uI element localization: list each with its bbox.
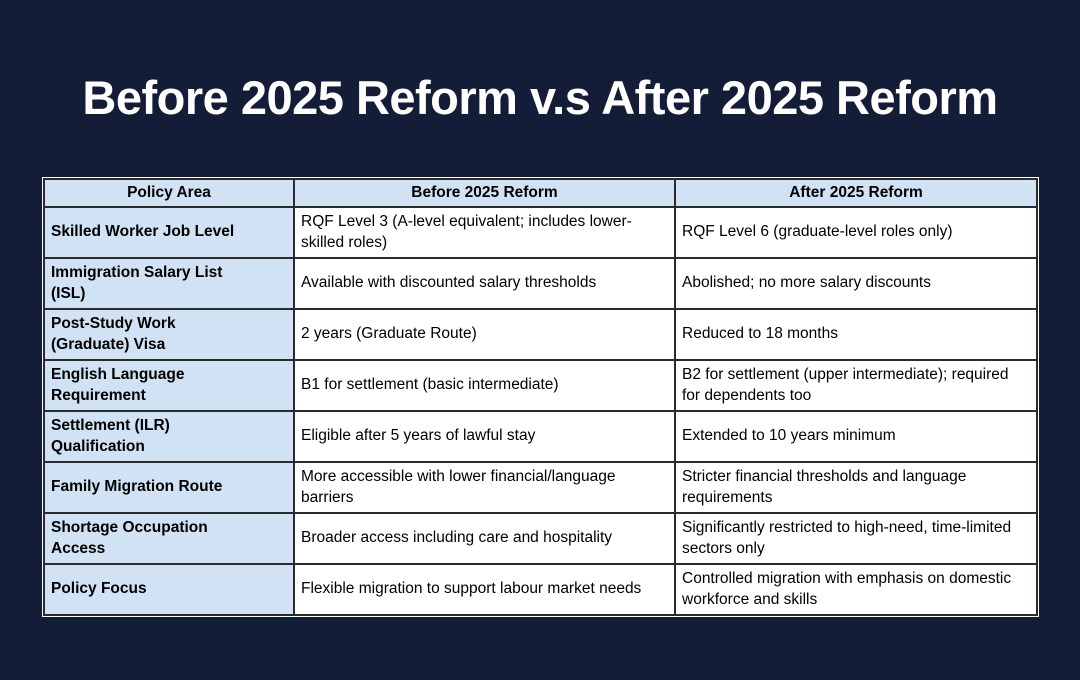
after-reform-cell: Significantly restricted to high-need, t…	[674, 511, 1038, 565]
policy-area-cell: English Language Requirement	[43, 358, 295, 412]
before-reform-cell: Available with discounted salary thresho…	[293, 256, 676, 310]
table-row: English Language Requirement B1 for sett…	[43, 358, 1038, 412]
table-row: Settlement (ILR) Qualification Eligible …	[43, 409, 1038, 463]
table-row: Policy Focus Flexible migration to suppo…	[43, 562, 1038, 616]
after-reform-cell: RQF Level 6 (graduate-level roles only)	[674, 205, 1038, 259]
after-reform-cell: Abolished; no more salary discounts	[674, 256, 1038, 310]
policy-area-cell: Immigration Salary List (ISL)	[43, 256, 295, 310]
policy-area-cell: Family Migration Route	[43, 460, 295, 514]
before-reform-cell: Broader access including care and hospit…	[293, 511, 676, 565]
before-reform-cell: More accessible with lower financial/lan…	[293, 460, 676, 514]
table-row: Skilled Worker Job Level RQF Level 3 (A-…	[43, 205, 1038, 259]
policy-area-cell: Skilled Worker Job Level	[43, 205, 295, 259]
after-reform-cell: Controlled migration with emphasis on do…	[674, 562, 1038, 616]
column-header-after-reform: After 2025 Reform	[674, 178, 1038, 208]
table-row: Immigration Salary List (ISL) Available …	[43, 256, 1038, 310]
table-row: Post-Study Work (Graduate) Visa 2 years …	[43, 307, 1038, 361]
after-reform-cell: B2 for settlement (upper intermediate); …	[674, 358, 1038, 412]
before-reform-cell: B1 for settlement (basic intermediate)	[293, 358, 676, 412]
policy-area-cell: Post-Study Work (Graduate) Visa	[43, 307, 295, 361]
column-header-policy-area: Policy Area	[43, 178, 295, 208]
comparison-table: Policy Area Before 2025 Reform After 202…	[43, 178, 1038, 616]
page-title: Before 2025 Reform v.s After 2025 Reform	[82, 71, 998, 124]
after-reform-cell: Extended to 10 years minimum	[674, 409, 1038, 463]
after-reform-cell: Reduced to 18 months	[674, 307, 1038, 361]
before-reform-cell: RQF Level 3 (A-level equivalent; include…	[293, 205, 676, 259]
policy-area-cell: Shortage Occupation Access	[43, 511, 295, 565]
column-header-before-reform: Before 2025 Reform	[293, 178, 676, 208]
before-reform-cell: Flexible migration to support labour mar…	[293, 562, 676, 616]
table-row: Family Migration Route More accessible w…	[43, 460, 1038, 514]
before-reform-cell: 2 years (Graduate Route)	[293, 307, 676, 361]
before-reform-cell: Eligible after 5 years of lawful stay	[293, 409, 676, 463]
table-row: Shortage Occupation Access Broader acces…	[43, 511, 1038, 565]
comparison-table-container: Policy Area Before 2025 Reform After 202…	[42, 177, 1039, 617]
policy-area-cell: Policy Focus	[43, 562, 295, 616]
after-reform-cell: Stricter financial thresholds and langua…	[674, 460, 1038, 514]
policy-area-cell: Settlement (ILR) Qualification	[43, 409, 295, 463]
table-header-row: Policy Area Before 2025 Reform After 202…	[43, 178, 1038, 208]
